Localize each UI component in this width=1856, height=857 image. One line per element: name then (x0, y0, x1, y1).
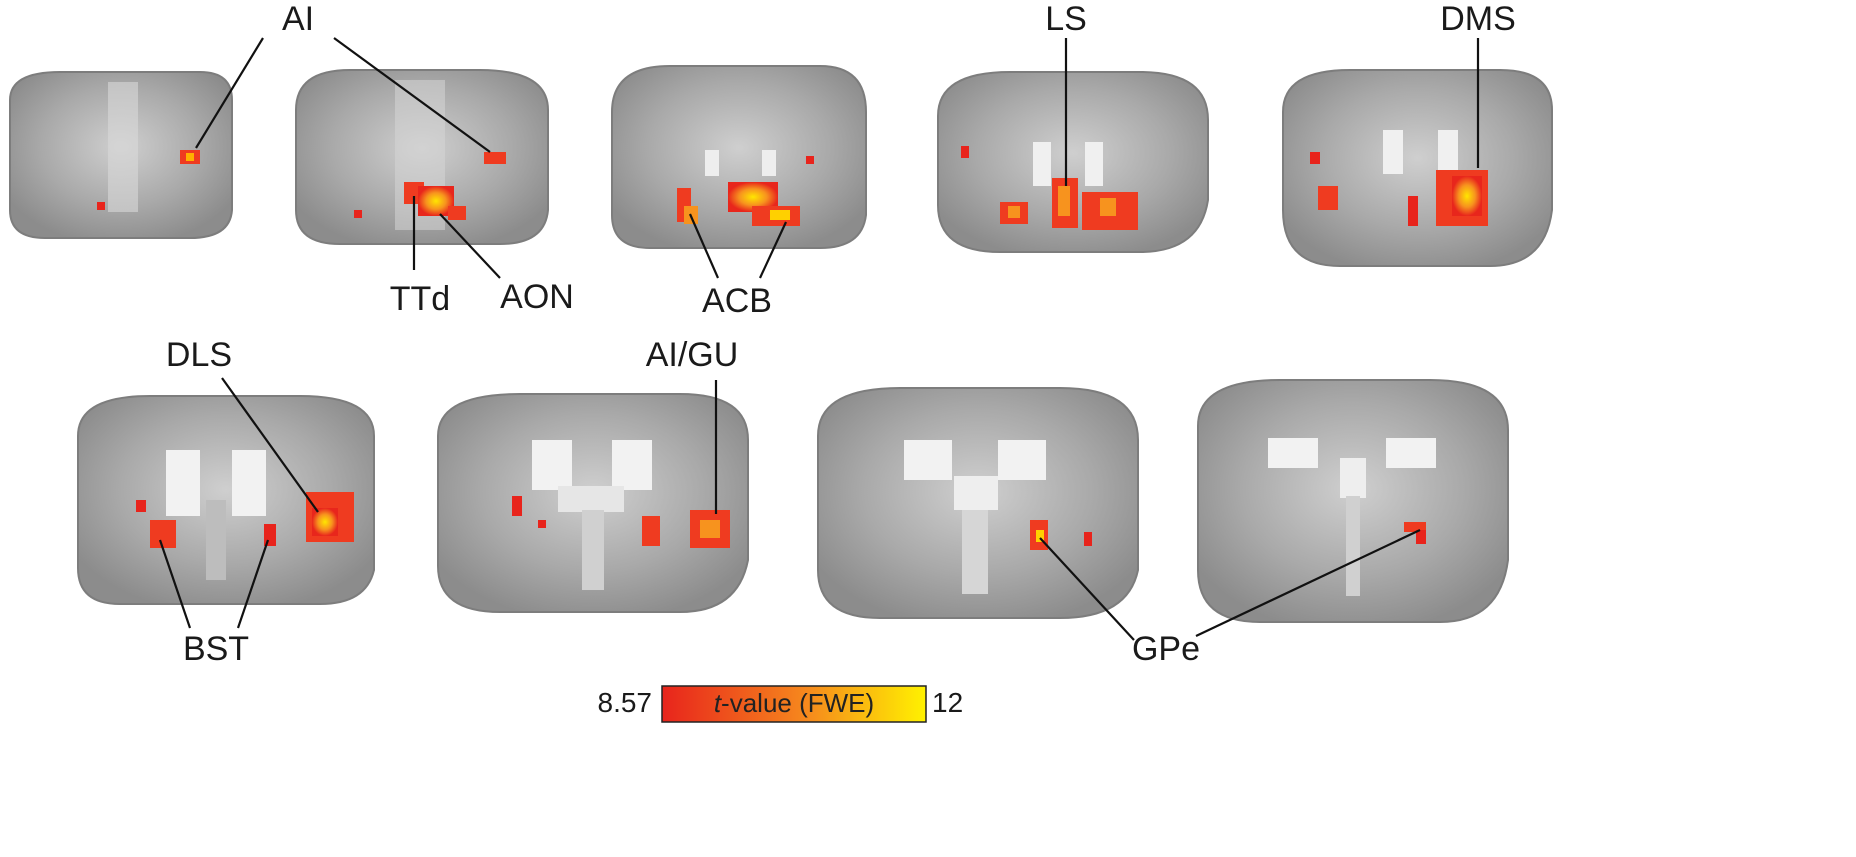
slice-2 (295, 69, 549, 245)
leader-gpe-1 (1039, 537, 1135, 641)
label-bst: BST (183, 630, 249, 668)
colorbar-gradient (661, 685, 927, 723)
label-dms: DMS (1440, 0, 1516, 38)
colorbar-max: 12 (932, 687, 963, 718)
label-aon: AON (500, 278, 574, 316)
colorbar-title-italic: t (714, 688, 723, 718)
colorbar: 8.57 t-value (FWE) 12 (598, 685, 963, 723)
label-ai-gu: AI/GU (646, 336, 739, 374)
colorbar-min: 8.57 (598, 687, 653, 718)
leader-acb-1 (688, 213, 720, 279)
label-ls: LS (1045, 0, 1087, 38)
leader-bst-2 (236, 539, 270, 629)
leader-bst-1 (158, 539, 192, 629)
label-ai: AI (282, 0, 314, 38)
slice-7 (437, 393, 749, 613)
slice-5 (1282, 69, 1553, 267)
slice-9 (1197, 379, 1509, 623)
label-gpe: GPe (1132, 630, 1200, 668)
label-dls: DLS (166, 336, 232, 374)
leader-dls (221, 377, 319, 513)
label-acb: ACB (702, 282, 772, 320)
slice-1 (9, 71, 233, 239)
colorbar-title: t-value (FWE) (714, 688, 874, 718)
leader-gpe-2 (1195, 529, 1421, 637)
slice-6 (77, 395, 375, 605)
leader-acb-2 (759, 221, 787, 279)
colorbar-title-rest: -value (FWE) (721, 688, 874, 718)
slice-3 (611, 65, 867, 249)
slice-4 (937, 71, 1209, 253)
leader-aon (439, 213, 501, 279)
leader-ai-1 (195, 37, 264, 149)
slice-8 (817, 387, 1139, 619)
label-ttd: TTd (390, 280, 450, 318)
leader-ai-2 (333, 37, 491, 153)
